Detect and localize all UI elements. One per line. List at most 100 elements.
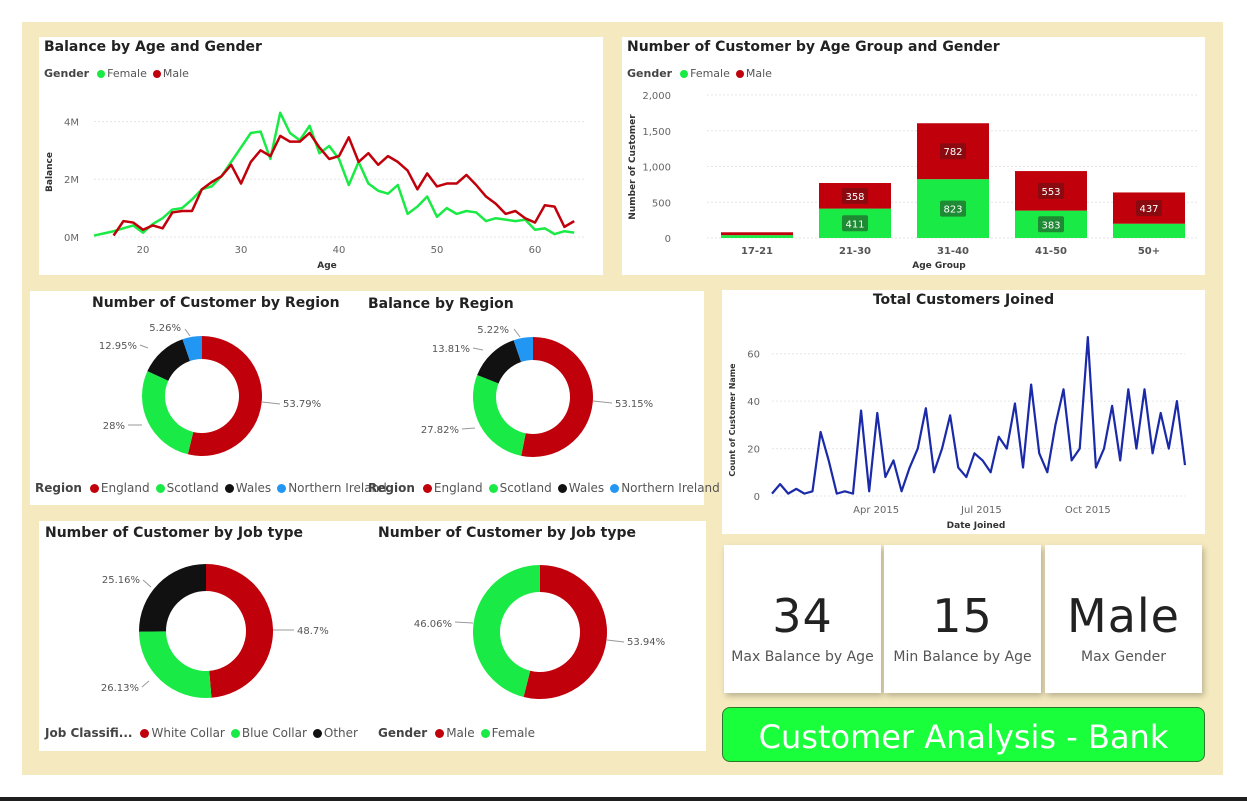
y-tick-label: 1,500 (642, 127, 671, 138)
customers-joined-panel[interactable]: Total Customers Joined 0 20 40 60 Apr 2015 Ju… (722, 290, 1205, 534)
legend-label: Male (745, 67, 772, 80)
chart-title: Number of Customer by Job type (45, 525, 303, 541)
legend-item-other[interactable]: Other (311, 726, 358, 740)
balance-age-gender-panel[interactable]: Balance by Age and Gender Gender Female … (39, 37, 603, 275)
series-line-female (93, 111, 575, 237)
chart-legend: Gender Male Female (378, 726, 539, 740)
data-label: 553 (1041, 187, 1060, 198)
donut-slice (477, 340, 522, 384)
legend-item-england[interactable]: England (421, 481, 483, 495)
legend-item-wales[interactable]: Wales (223, 481, 271, 495)
chart-title: Total Customers Joined (872, 292, 1055, 308)
slice-label: 28% (103, 421, 125, 432)
leader-line (513, 328, 521, 338)
leader-line (261, 401, 281, 405)
leader-line (454, 621, 474, 624)
slice-label: 5.26% (149, 323, 181, 334)
data-label-box (1038, 182, 1064, 199)
kpi-value: 15 (932, 589, 993, 643)
donut-slice (523, 565, 608, 699)
x-tick-label: 21-30 (839, 246, 871, 257)
legend-item-female[interactable]: Female (95, 67, 147, 80)
legend-label: Scotland (166, 481, 219, 495)
data-label: 782 (943, 147, 962, 158)
dashboard-title-banner: Customer Analysis - Bank (722, 707, 1205, 762)
kpi-value: Male (1067, 589, 1180, 643)
legend-title: Gender (378, 726, 428, 740)
legend-title: Region (368, 481, 415, 495)
chart-legend: Region England Scotland Wales Northern I… (368, 481, 724, 495)
donut-slice (182, 336, 202, 362)
x-tick-label: Apr 2015 (853, 505, 899, 516)
slice-label: 12.95% (99, 341, 137, 352)
balance-age-line-chart: 0M 2M 4M 20 30 40 50 60 Age Balance (45, 111, 584, 271)
legend-item-male[interactable]: Male (151, 67, 189, 80)
region-panel[interactable]: Number of Customer by Region Balance by … (30, 291, 720, 505)
legend-item-england[interactable]: England (88, 481, 150, 495)
x-tick-label: 40 (333, 245, 346, 256)
kpi-card-min-balance-age[interactable]: 15 Min Balance by Age (884, 545, 1041, 693)
chart-title: Balance by Age and Gender (44, 39, 262, 55)
legend-item-scotland[interactable]: Scotland (154, 481, 219, 495)
kpi-card-max-gender[interactable]: Male Max Gender (1045, 545, 1202, 693)
legend-label: Other (323, 726, 358, 740)
legend-label: Female (107, 67, 147, 80)
x-axis-label: Age (317, 261, 337, 271)
leader-line (606, 639, 625, 643)
leader-line (141, 680, 150, 688)
age-group-bar-chart: 0 500 1,000 1,500 2,000 Number of Customer Age… (628, 91, 1197, 271)
kpi-card-max-balance-age[interactable]: 34 Max Balance by Age (724, 545, 881, 693)
legend-item-male[interactable]: Male (734, 67, 772, 80)
legend-item-blue-collar[interactable]: Blue Collar (229, 726, 307, 740)
x-tick-label: 17-21 (741, 246, 773, 257)
kpi-value: 34 (772, 589, 833, 643)
legend-label: Male (446, 726, 475, 740)
slice-label: 5.22% (477, 325, 509, 336)
data-label: 358 (845, 192, 864, 203)
legend-item-female[interactable]: Female (479, 726, 535, 740)
y-tick-label: 20 (747, 445, 760, 456)
data-label-box (842, 215, 868, 232)
slice-label: 13.81% (432, 344, 470, 355)
legend-item-female[interactable]: Female (678, 67, 730, 80)
region-donut-charts: 53.79% 28% 12.95% 5.26% 53.15% 27.82% 13.81% 5.… (99, 323, 653, 457)
x-axis-label: Date Joined (947, 521, 1006, 531)
x-tick-label: Oct 2015 (1065, 505, 1111, 516)
legend-label: Northern Ireland (288, 481, 387, 495)
chart-title: Number of Customer by Age Group and Gend… (627, 39, 1000, 55)
legend-item-wales[interactable]: Wales (556, 481, 604, 495)
chart-legend: Region England Scotland Wales Northern I… (35, 481, 391, 495)
kpi-label: Min Balance by Age (893, 649, 1032, 665)
legend-item-male[interactable]: Male (433, 726, 475, 740)
legend-item-northern-ireland[interactable]: Northern Ireland (275, 481, 387, 495)
legend-item-white-collar[interactable]: White Collar (138, 726, 225, 740)
slice-label: 26.13% (101, 683, 139, 694)
legend-label: Male (162, 67, 189, 80)
legend-title: Gender (627, 67, 673, 80)
series-line-male (112, 131, 575, 237)
y-axis-label: Balance (45, 152, 55, 192)
donut-slice (147, 339, 190, 381)
legend-item-scotland[interactable]: Scotland (487, 481, 552, 495)
donut-slice (521, 337, 593, 457)
customers-age-group-panel[interactable]: Number of Customer by Age Group and Gend… (622, 37, 1205, 275)
data-label: 411 (845, 219, 864, 230)
data-label-box (1136, 200, 1162, 217)
y-tick-label: 0M (64, 233, 79, 244)
y-tick-label: 0 (754, 492, 760, 503)
chart-legend: Gender Female Male (44, 67, 193, 80)
x-tick-label: 31-40 (937, 246, 969, 257)
y-axis-label: Count of Customer Name (728, 363, 737, 477)
legend-label: Scotland (499, 481, 552, 495)
slice-label: 53.15% (615, 399, 653, 410)
legend-label: England (100, 481, 150, 495)
bar-female (1113, 223, 1185, 238)
legend-item-northern-ireland[interactable]: Northern Ireland (608, 481, 720, 495)
chart-legend: Job Classifi... White Collar Blue Collar… (45, 726, 362, 740)
y-axis-label: Number of Customer (628, 114, 638, 220)
donut-slice (142, 371, 194, 455)
leader-line (461, 427, 476, 430)
y-tick-label: 1,000 (642, 163, 671, 174)
job-gender-panel[interactable]: Number of Customer by Job type Number of… (39, 521, 706, 751)
leader-line (139, 344, 149, 349)
